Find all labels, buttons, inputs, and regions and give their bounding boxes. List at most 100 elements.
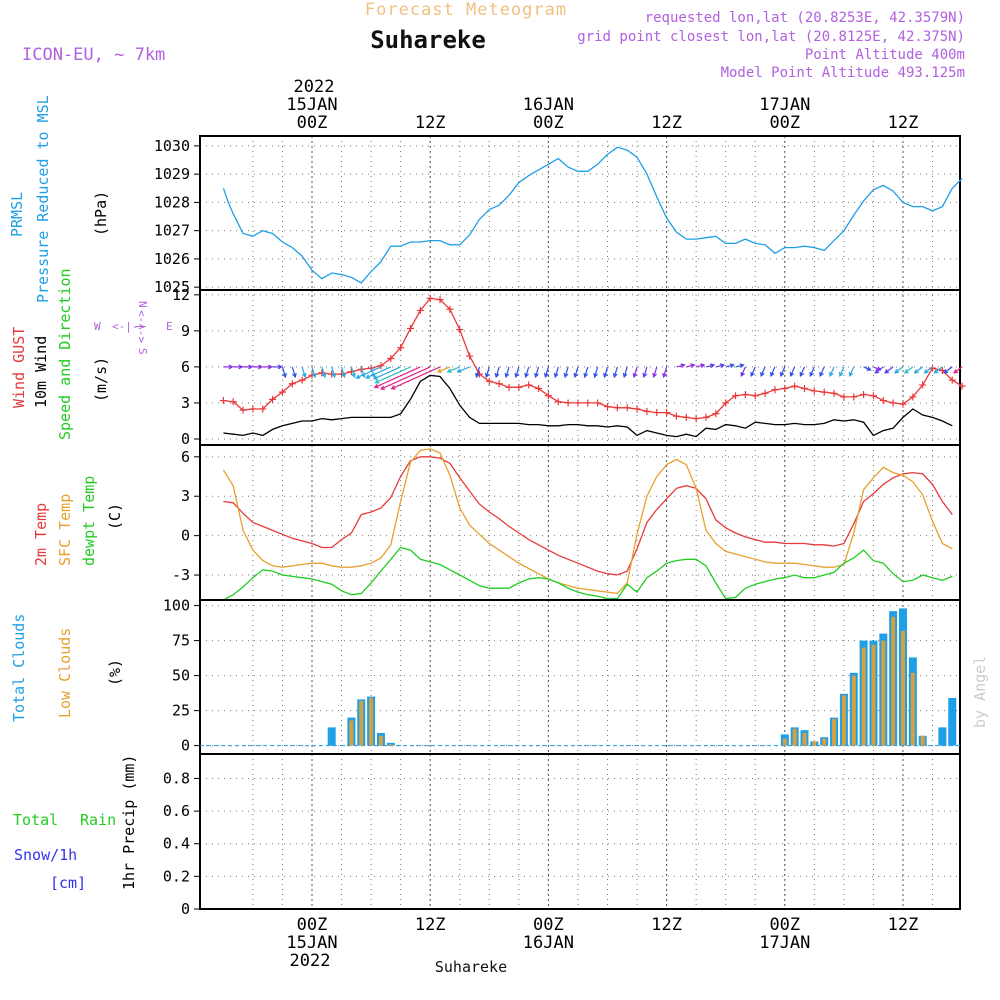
temp-sfc-line [222, 448, 953, 595]
wind-arrow [725, 363, 735, 369]
wind-gust-marker [239, 406, 247, 414]
clouds-low-label: Low Clouds [56, 628, 74, 718]
temp-unit-label: (C) [106, 503, 124, 530]
wind-arrow [350, 366, 356, 379]
wind-gust-marker [278, 388, 286, 396]
wind-gust-label: Wind GUST [10, 327, 28, 408]
location-title: Suhareke [370, 26, 486, 54]
y-tick-label: 1026 [154, 250, 190, 268]
wind-arrow [291, 366, 297, 379]
wind-gust-marker [594, 399, 602, 407]
wind-arrow [456, 366, 470, 373]
compass-rose: N S W E <-|-> <-|-> [94, 301, 173, 355]
low-cloud-bar [388, 744, 393, 746]
low-cloud-bar [802, 733, 807, 746]
wind-gust-marker [948, 376, 956, 384]
wind-arrow [863, 366, 872, 371]
wind-gust-marker [416, 306, 424, 314]
low-cloud-bar [901, 630, 905, 746]
footer-location: Suhareke [435, 958, 507, 976]
watermark: by Angel [971, 656, 989, 728]
wind-arrow [686, 363, 696, 369]
wind-gust-marker [909, 393, 917, 401]
wind-gust-marker [889, 399, 897, 407]
temp-dewpt-label: dewpt Temp [80, 476, 98, 566]
requested-coords: requested lon,lat (20.8253E, 42.3579N) [645, 10, 965, 26]
clouds-unit-label: (%) [106, 659, 124, 686]
wind-arrow [705, 363, 716, 369]
y-tick-label: 0.6 [163, 802, 190, 820]
bottom-hour-label: 12Z [651, 915, 682, 935]
wind-arrow [953, 366, 963, 374]
bottom-date-label: 16JAN [523, 933, 574, 953]
wind-gust-marker [623, 404, 631, 412]
wind-arrow [923, 366, 933, 374]
wind-arrow [373, 366, 421, 389]
wind-arrow [884, 366, 894, 374]
wind-arrow [504, 366, 510, 379]
wind-arrow [514, 366, 520, 379]
wind-arrow [750, 366, 756, 378]
wind-arrow [374, 366, 411, 384]
low-cloud-bar [359, 700, 364, 746]
low-cloud-bar [861, 647, 866, 746]
temp-2m-line [223, 456, 953, 576]
bottom-date-label: 15JAN [286, 933, 337, 953]
wind-arrow [696, 363, 706, 369]
wind-arrow [563, 366, 569, 379]
y-tick-label: 0 [181, 527, 190, 545]
y-tick-label: 3 [181, 487, 190, 505]
wind-gust-marker [495, 380, 503, 388]
compass-north: N [136, 301, 149, 308]
wind-gust-marker [219, 397, 227, 405]
wind-gust-marker [879, 397, 887, 405]
wind-gust-marker [692, 415, 700, 423]
wind-arrow [484, 366, 490, 379]
wind-arrow [573, 366, 579, 379]
top-date-label: 17JAN [759, 95, 810, 115]
wind-gust-marker [397, 344, 405, 352]
wind-arrow [475, 366, 481, 379]
low-cloud-bar [812, 741, 817, 746]
y-tick-label: 50 [172, 667, 190, 685]
y-tick-label: 0 [181, 737, 190, 755]
temp-sfc-label: SFC Temp [56, 494, 74, 566]
total-cloud-bar [938, 727, 947, 746]
wind-arrow [446, 366, 460, 373]
y-tick-label: 0 [181, 430, 190, 448]
y-tick-label: 12 [172, 286, 190, 304]
low-cloud-bar [369, 698, 374, 746]
low-cloud-bar [782, 738, 787, 746]
wind-gust-marker [840, 393, 848, 401]
wind-arrow [838, 366, 845, 378]
clouds-total-label: Total Clouds [10, 614, 28, 722]
wind-arrow [524, 366, 530, 379]
wind-arrow [819, 366, 825, 378]
wind-arrow [874, 366, 884, 374]
wind-gust-marker [820, 388, 828, 396]
model-altitude: Model Point Altitude 493.125m [721, 65, 965, 81]
top-hour-label: 12Z [651, 113, 682, 133]
precip-panel: 0 0.2 0.4 0.6 0.8 [163, 753, 961, 918]
y-tick-label: 3 [181, 394, 190, 412]
y-tick-label: 1030 [154, 137, 190, 155]
wind-gust-marker [574, 399, 582, 407]
wind-10m-line [223, 374, 953, 438]
wind-arrow [365, 366, 392, 379]
pressure-msl-label: Pressure Reduced to MSL [34, 95, 52, 303]
wind-arrow [252, 364, 264, 370]
low-cloud-bar [349, 720, 354, 746]
low-cloud-bar [871, 644, 876, 746]
wind-gust-marker [810, 387, 818, 395]
wind-dir-label: Speed and Direction [56, 268, 74, 440]
wind-arrow [770, 366, 776, 378]
wind-gust-marker [347, 368, 355, 376]
top-title: Forecast Meteogram [365, 0, 567, 20]
low-cloud-bar [792, 728, 797, 746]
wind-arrow [612, 366, 618, 379]
wind-gust-marker [850, 393, 858, 401]
low-cloud-bar [841, 695, 846, 746]
total-cloud-bar [948, 698, 957, 746]
bottom-date-label: 17JAN [759, 933, 810, 953]
